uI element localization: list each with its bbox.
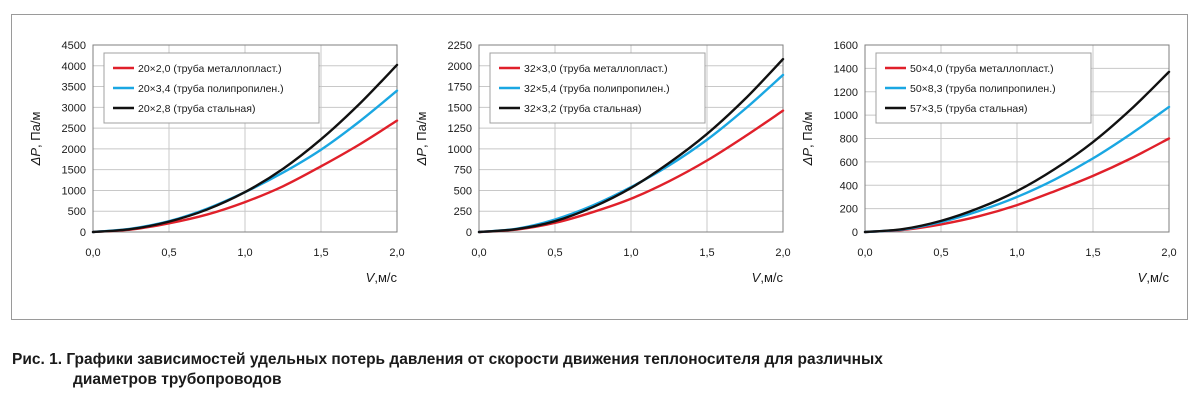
series-line-3	[477, 57, 785, 234]
y-tick-label: 800	[840, 134, 858, 146]
x-tick-label: 0,0	[85, 247, 100, 259]
x-tick-label: 0,0	[471, 247, 486, 259]
y-axis-title: ΔP, Па/м	[800, 112, 815, 167]
legend-label-3: 20×2,8 (труба стальная)	[138, 103, 255, 115]
y-tick-label: 4500	[62, 40, 86, 52]
y-tick-label: 4000	[62, 61, 86, 73]
x-tick-label: 1,5	[1085, 247, 1100, 259]
legend-box	[103, 52, 320, 124]
chart-32mm: 0 250 500 750 1000 1250 1500 1750 2000 2250 0,0 0,5…	[414, 40, 791, 285]
x-axis-symbol: V	[752, 270, 762, 285]
y-tick-label: 1000	[448, 144, 472, 156]
y-tick-label: 1750	[448, 82, 472, 94]
x-axis-unit: ,м/с	[1146, 270, 1169, 285]
y-axis-symbol: ΔP	[414, 148, 429, 167]
x-tick-label: 1,0	[237, 247, 252, 259]
x-tick-label: 1,5	[699, 247, 714, 259]
y-tick-label: 1250	[448, 123, 472, 135]
y-axis-unit: , Па/м	[414, 112, 429, 148]
x-tick-label: 0,5	[933, 247, 948, 259]
figure-caption: Рис. 1. Графики зависимостей удельных по…	[12, 350, 1182, 390]
y-tick-label: 1000	[834, 110, 858, 122]
series-line-3	[863, 70, 1171, 234]
legend-label-2: 50×8,3 (труба полипропилен.)	[910, 83, 1056, 95]
y-tick-label: 750	[454, 165, 472, 177]
y-tick-label: 200	[840, 204, 858, 216]
x-tick-label: 0,0	[857, 247, 872, 259]
plot-area-border	[92, 44, 398, 233]
y-tick-label: 500	[454, 185, 472, 197]
x-axis-unit: ,м/с	[374, 270, 397, 285]
legend-label-1: 20×2,0 (труба металлопласт.)	[138, 63, 282, 75]
y-axis-unit: , Па/м	[28, 112, 43, 148]
y-tick-label: 2000	[62, 144, 86, 156]
x-axis-title: V,м/с	[1138, 270, 1170, 285]
legend-box	[489, 52, 706, 124]
y-axis-symbol: ΔP	[800, 148, 815, 167]
y-tick-label: 2000	[448, 61, 472, 73]
x-axis-title: V,м/с	[366, 270, 398, 285]
x-tick-label: 0,5	[161, 247, 176, 259]
y-tick-label: 600	[840, 157, 858, 169]
x-tick-label: 2,0	[389, 247, 404, 259]
y-tick-label: 0	[80, 227, 86, 239]
legend-label-2: 20×3,4 (труба полипропилен.)	[138, 83, 284, 95]
y-tick-label: 2500	[62, 123, 86, 135]
y-tick-label: 400	[840, 180, 858, 192]
legend-label-1: 50×4,0 (труба металлопласт.)	[910, 63, 1054, 75]
y-axis-title: ΔP, Па/м	[414, 112, 429, 167]
x-tick-label: 2,0	[775, 247, 790, 259]
figure-frame: 0 500 1000 1500 2000 2500 3000 3500 4000 4500 0,0 0…	[11, 14, 1188, 320]
y-tick-label: 2250	[448, 40, 472, 52]
x-tick-label: 2,0	[1161, 247, 1176, 259]
y-tick-label: 500	[68, 206, 86, 218]
y-axis-symbol: ΔP	[28, 148, 43, 167]
y-tick-label: 0	[852, 227, 858, 239]
x-tick-label: 1,0	[623, 247, 638, 259]
x-axis-title: V,м/с	[752, 270, 784, 285]
y-axis-unit: , Па/м	[800, 112, 815, 148]
x-tick-label: 1,5	[313, 247, 328, 259]
legend-box	[875, 52, 1092, 124]
legend-label-2: 32×5,4 (труба полипропилен.)	[524, 83, 670, 95]
chart-50mm: 0 200 400 600 800 1000 1200 1400 1600 0,0 0,5 1,0 1,…	[800, 40, 1177, 285]
legend-label-1: 32×3,0 (труба металлопласт.)	[524, 63, 668, 75]
y-tick-label: 1000	[62, 185, 86, 197]
y-tick-label: 3000	[62, 102, 86, 114]
x-tick-label: 0,5	[547, 247, 562, 259]
plot-area-border	[478, 44, 784, 233]
caption-line-1: Рис. 1. Графики зависимостей удельных по…	[12, 351, 883, 368]
legend-label-3: 32×3,2 (труба стальная)	[524, 103, 641, 115]
legend-label-3: 57×3,5 (труба стальная)	[910, 103, 1027, 115]
y-tick-label: 1200	[834, 87, 858, 99]
y-tick-label: 1600	[834, 40, 858, 52]
y-tick-label: 250	[454, 206, 472, 218]
series-line-3	[91, 63, 399, 234]
chart-20mm: 0 500 1000 1500 2000 2500 3000 3500 4000 4500 0,0 0…	[28, 40, 405, 285]
x-tick-label: 1,0	[1009, 247, 1024, 259]
y-tick-label: 1400	[834, 63, 858, 75]
y-tick-label: 3500	[62, 82, 86, 94]
y-axis-title: ΔP, Па/м	[28, 112, 43, 167]
x-axis-symbol: V	[1138, 270, 1148, 285]
y-tick-label: 1500	[448, 102, 472, 114]
y-tick-label: 1500	[62, 165, 86, 177]
y-tick-label: 0	[466, 227, 472, 239]
x-axis-symbol: V	[366, 270, 376, 285]
caption-line-2: диаметров трубопроводов	[73, 371, 282, 388]
x-axis-unit: ,м/с	[760, 270, 783, 285]
